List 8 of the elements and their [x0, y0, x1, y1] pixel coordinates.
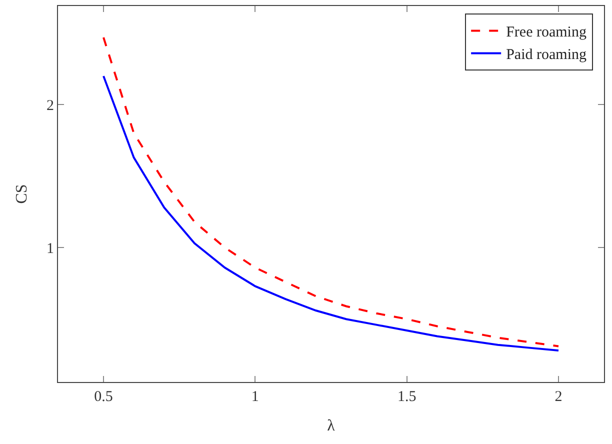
y-axis-title: CS	[13, 184, 30, 204]
x-tick-label: 1.5	[397, 389, 416, 405]
x-tick-label: 1	[251, 389, 259, 405]
legend-label: Free roaming	[506, 24, 587, 41]
x-axis-title: λ	[327, 418, 336, 435]
x-tick-label: 0.5	[94, 389, 113, 405]
legend-label: Paid roaming	[506, 47, 587, 64]
x-tick-label: 2	[554, 389, 562, 405]
